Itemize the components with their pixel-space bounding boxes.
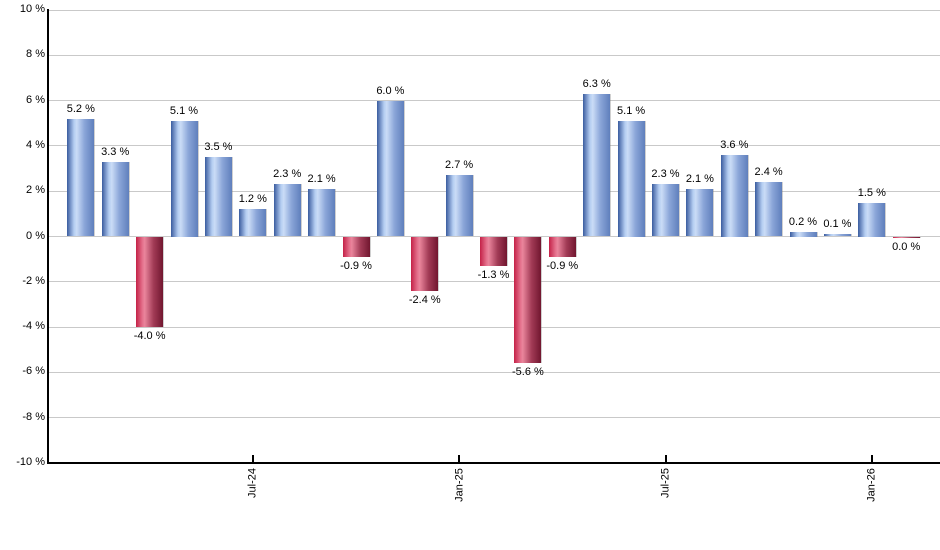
bar-value-label: 5.1 % [617,105,646,117]
bar-positive [720,155,748,237]
y-tick-label: -6 % [22,365,45,378]
bar-positive [204,157,232,237]
bar-value-label: -1.3 % [477,268,510,281]
bar-value-label: 2.3 % [651,168,680,181]
bar-positive [170,121,198,237]
y-tick-label: 6 % [26,93,45,106]
bar-positive [652,184,679,237]
x-tick [664,455,667,462]
bar-positive [858,202,886,237]
gridline [49,100,940,102]
x-tick [870,455,873,462]
bar-negative [892,236,920,238]
bar-value-label: 2.1 % [685,172,714,185]
bar-value-label: 3.6 % [720,139,749,151]
bar-value-label: 6.3 % [582,77,611,90]
bar-value-label: 2.4 % [754,166,783,179]
y-tick-label: 10 % [19,3,45,15]
x-tick-label: Jul-24 [246,468,259,498]
y-tick-label: 2 % [26,184,45,197]
y-tick-label: -10 % [16,456,45,468]
bar-positive [273,184,301,237]
bar-value-label: -0.9 % [546,259,579,272]
bar-positive [445,175,473,237]
bar-value-label: 5.2 % [66,102,95,115]
bar-value-label: 0.2 % [788,216,818,228]
gridline [49,190,940,192]
gridline [49,9,940,11]
y-tick-label: 0 % [26,229,45,242]
x-tick [458,455,461,462]
bar-negative [548,236,576,257]
bar-value-label: 5.1 % [169,105,199,117]
bar-value-label: 2.3 % [273,168,302,181]
x-tick [251,455,254,462]
bar-negative [136,236,164,328]
y-tick-label: 4 % [26,138,45,151]
bar-value-label: 3.3 % [101,145,130,158]
bar-positive [755,182,783,237]
y-tick-label: -8 % [22,410,45,423]
x-tick-label: Jan-26 [865,468,878,502]
x-tick-label: Jan-25 [453,468,466,502]
bar-positive [823,234,851,237]
bar-value-label: 1.5 % [857,186,886,199]
gridline [49,281,940,283]
y-tick-label: -2 % [22,274,45,287]
bar-negative [480,236,507,266]
bar-positive [789,232,817,237]
bar-value-label: 2.1 % [307,172,336,185]
gridline [49,145,940,147]
x-axis-line [47,462,940,464]
bar-positive [239,209,267,237]
bar-value-label: 3.5 % [204,141,233,154]
gridline [49,371,940,373]
bar-positive [67,118,95,237]
gridline [49,417,940,419]
bar-value-label: 2.7 % [445,159,474,172]
bar-value-label: 0.0 % [892,241,921,253]
bar-value-label: 6.0 % [376,84,405,97]
bar-positive [686,188,714,237]
y-axis-line [47,9,49,464]
bar-value-label: -4.0 % [133,330,166,343]
y-tick-label: -4 % [22,320,45,333]
bar-positive [583,93,611,237]
bar-negative [514,236,542,364]
gridline [49,54,940,56]
bar-negative [342,236,370,257]
bar-value-label: 0.1 % [823,218,852,231]
bar-positive [617,121,645,237]
bar-positive [376,100,404,237]
bar-value-label: -2.4 % [408,293,441,306]
bar-positive [101,161,129,237]
bar-positive [308,188,336,237]
bar-negative [411,236,439,291]
x-tick-label: Jul-25 [659,468,672,498]
bar-value-label: -5.6 % [511,366,544,379]
bar-value-label: -0.9 % [340,259,372,272]
gridline [49,326,940,328]
y-tick-label: 8 % [26,48,45,61]
bar-value-label: 1.2 % [238,193,267,206]
